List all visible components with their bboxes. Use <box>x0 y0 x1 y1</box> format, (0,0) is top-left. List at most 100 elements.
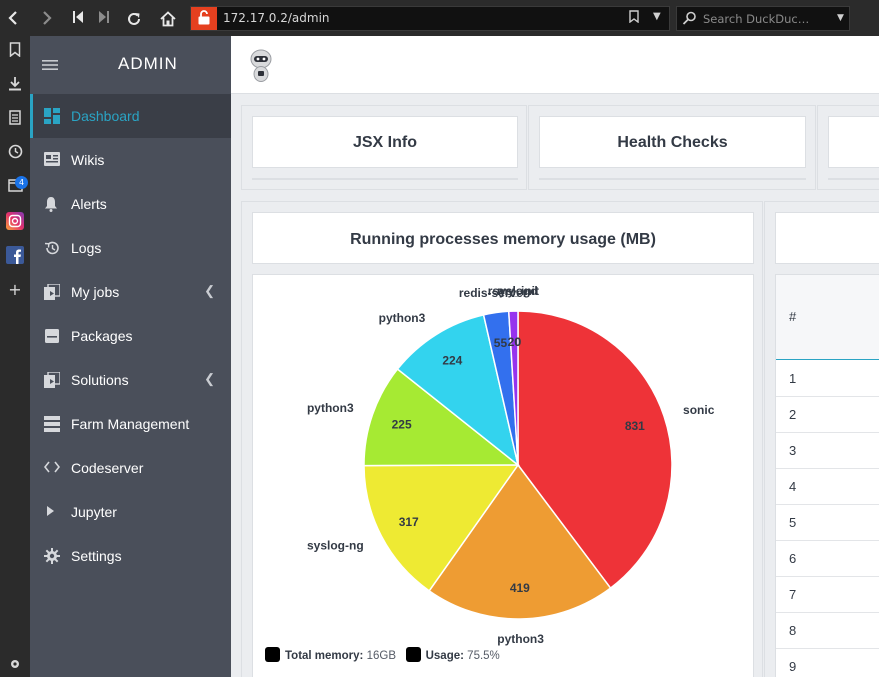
pie-slice[interactable] <box>428 463 612 620</box>
dashboard-icon <box>44 108 60 124</box>
sidebar-item-settings[interactable]: Settings <box>30 534 231 578</box>
code-icon <box>43 460 61 476</box>
table-row[interactable]: 2 <box>776 397 879 433</box>
history-clock-icon[interactable] <box>5 144 25 164</box>
pie-slice[interactable] <box>507 310 519 466</box>
forward-button[interactable] <box>36 6 58 30</box>
main-content: JSX Info Health Checks Running processes… <box>231 36 879 677</box>
address-bar[interactable]: 172.17.0.2/admin ▼ <box>190 6 670 31</box>
divider <box>828 178 879 180</box>
row-number: 1 <box>789 371 797 386</box>
sidebar-item-label: Packages <box>71 328 133 344</box>
downloads-icon[interactable] <box>5 76 25 96</box>
table-title-card <box>775 212 879 264</box>
chart-legend: Total memory: 16GB Usage: 75.5% <box>265 647 500 662</box>
history-icon <box>44 240 60 256</box>
slice-value-label: 317 <box>399 515 419 529</box>
table-header: # <box>776 275 879 360</box>
search-icon <box>682 11 697 28</box>
row-divider <box>776 396 879 397</box>
top-bar <box>231 36 879 94</box>
health-checks-panel: Health Checks <box>528 105 816 190</box>
sidebar-item-solutions[interactable]: Solutions ❮ <box>30 358 231 402</box>
health-checks-card[interactable]: Health Checks <box>539 116 806 168</box>
robot-logo-icon <box>249 48 273 88</box>
search-bar[interactable]: Search DuckDuc… ▼ <box>676 6 850 31</box>
row-divider <box>776 432 879 433</box>
add-panel-icon[interactable]: + <box>8 280 22 299</box>
jsx-info-title: JSX Info <box>352 134 417 151</box>
slice-category-label: python3 <box>497 632 544 646</box>
row-number: 3 <box>789 443 797 458</box>
home-icon <box>160 11 176 27</box>
notes-icon[interactable] <box>5 110 25 130</box>
search-input[interactable]: Search DuckDuc… <box>703 12 810 26</box>
insecure-lock-icon[interactable] <box>191 7 217 30</box>
browser-side-panel: 4 + <box>0 36 30 677</box>
third-card[interactable] <box>828 116 879 168</box>
table-row[interactable]: 7 <box>776 577 879 613</box>
skip-forward-button[interactable] <box>93 6 115 30</box>
slice-category-label: sonic <box>683 403 715 417</box>
slice-value-label: 225 <box>392 418 412 432</box>
sidebar-item-dashboard[interactable]: Dashboard <box>30 94 231 138</box>
bell-icon <box>44 196 60 212</box>
settings-small-icon[interactable] <box>5 656 25 676</box>
pie-slice[interactable] <box>517 310 673 590</box>
sidebar-item-packages[interactable]: Packages <box>30 314 231 358</box>
row-divider <box>776 468 879 469</box>
skip-back-icon <box>73 11 83 23</box>
pie-slice[interactable] <box>363 464 520 592</box>
data-table: # 1 2 3 4 5 6 7 8 9 <box>775 274 879 677</box>
table-row[interactable]: 5 <box>776 505 879 541</box>
jsx-info-card[interactable]: JSX Info <box>252 116 518 168</box>
total-memory-value: 16GB <box>366 650 397 662</box>
table-row[interactable]: 9 <box>776 649 879 677</box>
table-row[interactable]: 3 <box>776 433 879 469</box>
sidebar-item-logs[interactable]: Logs <box>30 226 231 270</box>
sidebar-item-my-jobs[interactable]: My jobs ❮ <box>30 270 231 314</box>
sidebar-item-jupyter[interactable]: Jupyter <box>30 490 231 534</box>
bookmark-icon[interactable] <box>629 10 639 27</box>
third-panel <box>817 105 879 190</box>
forward-arrow-icon <box>43 11 52 25</box>
sidebar-item-codeserver[interactable]: Codeserver <box>30 446 231 490</box>
sidebar-item-label: Solutions <box>71 372 129 388</box>
hamburger-menu-icon[interactable] <box>42 56 58 75</box>
sidebar-item-label: Farm Management <box>71 416 190 432</box>
memory-chart-card: 831 sonic 419 python3 317 syslog-ng 225 python3… <box>252 274 754 677</box>
sidebar-item-label: Dashboard <box>71 108 140 124</box>
table-row[interactable]: 4 <box>776 469 879 505</box>
jobs-icon <box>44 283 61 300</box>
row-divider <box>776 576 879 577</box>
solutions-icon <box>44 371 61 388</box>
back-arrow-icon <box>8 11 17 25</box>
table-panel: # 1 2 3 4 5 6 7 8 9 <box>764 201 879 677</box>
url-dropdown-icon[interactable]: ▼ <box>653 11 661 22</box>
slice-category-label: redis-server <box>459 286 528 300</box>
wiki-icon <box>44 152 60 168</box>
reload-button[interactable] <box>123 6 145 30</box>
table-row[interactable]: 8 <box>776 613 879 649</box>
search-dropdown-icon[interactable]: ▼ <box>837 13 844 23</box>
table-column-header: # <box>789 309 797 324</box>
slice-category-label: rsyslogd <box>488 284 538 298</box>
table-row[interactable]: 6 <box>776 541 879 577</box>
facebook-icon[interactable] <box>5 246 25 266</box>
sidebar-item-wikis[interactable]: Wikis <box>30 138 231 182</box>
slice-category-label: python3 <box>307 401 354 415</box>
home-button[interactable] <box>157 6 179 30</box>
instagram-icon[interactable] <box>5 212 25 232</box>
table-row[interactable]: 1 <box>776 361 879 397</box>
memory-title-card: Running processes memory usage (MB) <box>252 212 754 264</box>
slice-value-label: 55 <box>494 336 508 350</box>
skip-back-button[interactable] <box>67 6 89 30</box>
sidebar-item-alerts[interactable]: Alerts <box>30 182 231 226</box>
back-button[interactable] <box>2 6 24 30</box>
bookmarks-icon[interactable] <box>5 42 25 62</box>
sidebar-item-farm-management[interactable]: Farm Management <box>30 402 231 446</box>
pie-slice[interactable] <box>363 368 521 467</box>
pie-slice[interactable] <box>396 313 520 467</box>
slice-value-label: 0 <box>515 335 522 349</box>
skip-forward-icon <box>99 11 109 23</box>
